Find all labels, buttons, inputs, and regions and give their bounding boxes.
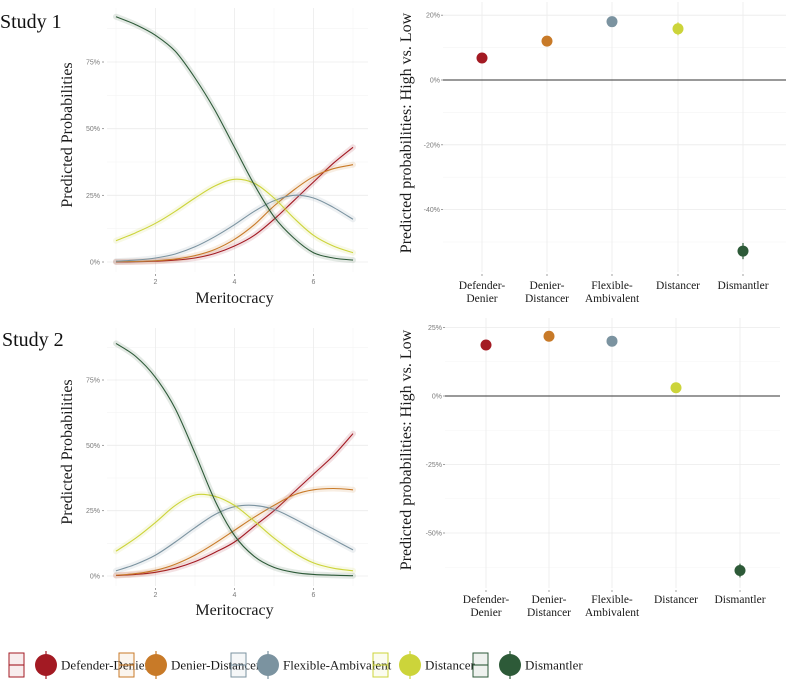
legend-item-denier-distancer: Denier-Distancer: [118, 651, 261, 679]
x-tick-label: 4: [233, 279, 237, 286]
series-line-denier-distancer: [115, 487, 354, 576]
point-defender-denier: [476, 52, 488, 64]
legend-item-distancer: Distancer: [372, 651, 475, 679]
category-label: Denier-: [532, 594, 567, 606]
y-tick-label: 20%: [426, 13, 440, 20]
series-line-flexible-ambivalent: [115, 504, 354, 572]
point-denier-distancer: [541, 35, 553, 47]
series-line-denier-distancer: [115, 164, 354, 263]
legend-label: Defender-Denier: [61, 658, 149, 673]
series-line-dismantler: [115, 16, 354, 261]
x-tick-label: 4: [233, 592, 237, 599]
x-axis-title: Meritocracy: [195, 602, 273, 619]
y-axis-title: Predicted probabilities: High vs. Low: [398, 12, 415, 253]
legend-point-key-icon: [257, 654, 279, 676]
x-tick-label: 6: [312, 592, 316, 599]
legend-point-key-icon: [35, 654, 57, 676]
point-distancer: [670, 382, 682, 394]
category-label: Distancer: [527, 607, 571, 619]
legend-point-key-icon: [499, 654, 521, 676]
y-tick-label: 25%: [86, 193, 100, 200]
point-dismantler: [734, 565, 746, 577]
category-label: Denier-: [530, 280, 565, 292]
series-line-distancer: [115, 493, 354, 572]
y-axis-title: Predicted probabilities: High vs. Low: [398, 329, 415, 570]
x-tick-label: 6: [312, 279, 316, 286]
study-2-label: Study 2: [2, 329, 64, 351]
y-tick-label: 0%: [430, 78, 440, 85]
legend-item-dismantler: Dismantler: [472, 651, 583, 679]
point-flexible-ambivalent: [606, 16, 618, 28]
y-tick-label: 75%: [86, 60, 100, 67]
y-tick-label: 75%: [86, 378, 100, 385]
point-dismantler: [737, 245, 749, 257]
y-axis-title: Predicted Probabilities: [59, 379, 76, 524]
category-label: Ambivalent: [585, 293, 640, 305]
chart-study2-points: 25% 0% -25% -50% Predicted probabilities: Hi…: [398, 325, 780, 619]
y-tick-label: 50%: [86, 443, 100, 450]
series-line-flexible-ambivalent: [115, 194, 354, 262]
x-tick-label: 2: [154, 592, 158, 599]
legend-label: Distancer: [425, 658, 475, 673]
chart-study1-points: 20% 0% -20% -40% Predicted probabilities: Hi…: [398, 12, 786, 305]
category-label: Distancer: [656, 280, 700, 292]
category-label: Defender-: [459, 280, 506, 292]
legend-item-flexible-ambivalent: Flexible-Ambivalent: [230, 651, 392, 679]
category-label: Dismantler: [717, 280, 768, 292]
y-tick-label: -25%: [426, 462, 442, 469]
chart-study1-curves: 0% 25% 50% 75% 2 4 6 Meritocracy Predicted Proba…: [59, 13, 356, 307]
y-tick-label: -40%: [424, 207, 440, 214]
series-line-distancer: [115, 178, 354, 254]
chart-study2-curves: 0% 25% 50% 75% 2 4 6 Meritocracy Predicted Proba…: [59, 340, 356, 619]
legend-point-key-icon: [399, 654, 421, 676]
category-label: Denier: [470, 607, 501, 619]
x-axis-title: Meritocracy: [195, 290, 273, 307]
y-tick-label: -20%: [424, 142, 440, 149]
category-label: Flexible-: [591, 280, 633, 292]
legend: Defender-Denier Denier-Distancer Flexible-…: [8, 651, 583, 679]
legend-label: Flexible-Ambivalent: [283, 658, 392, 673]
legend-label: Dismantler: [525, 658, 583, 673]
y-tick-label: 0%: [432, 394, 442, 401]
y-tick-label: 25%: [86, 508, 100, 515]
category-label: Denier: [466, 293, 497, 305]
y-tick-label: -50%: [426, 531, 442, 538]
x-tick-label: 2: [154, 279, 158, 286]
point-denier-distancer: [543, 330, 555, 342]
point-distancer: [672, 23, 684, 35]
y-tick-label: 0%: [90, 574, 100, 581]
category-label: Dismantler: [714, 594, 765, 606]
y-axis-title: Predicted Probabilities: [59, 62, 76, 207]
series-line-dismantler: [115, 342, 354, 577]
category-label: Distancer: [654, 594, 698, 606]
y-tick-label: 0%: [90, 260, 100, 267]
category-label: Distancer: [525, 293, 569, 305]
y-tick-label: 50%: [86, 126, 100, 133]
category-label: Ambivalent: [585, 607, 640, 619]
study-1-label: Study 1: [0, 11, 62, 33]
point-defender-denier: [480, 339, 492, 351]
series-line-defender-denier: [115, 433, 354, 577]
y-tick-label: 25%: [428, 325, 442, 332]
point-flexible-ambivalent: [606, 335, 618, 347]
category-label: Defender-: [463, 594, 510, 606]
category-label: Flexible-: [591, 594, 633, 606]
legend-label: Denier-Distancer: [171, 658, 261, 673]
legend-point-key-icon: [145, 654, 167, 676]
legend-item-defender-denier: Defender-Denier: [8, 651, 149, 679]
